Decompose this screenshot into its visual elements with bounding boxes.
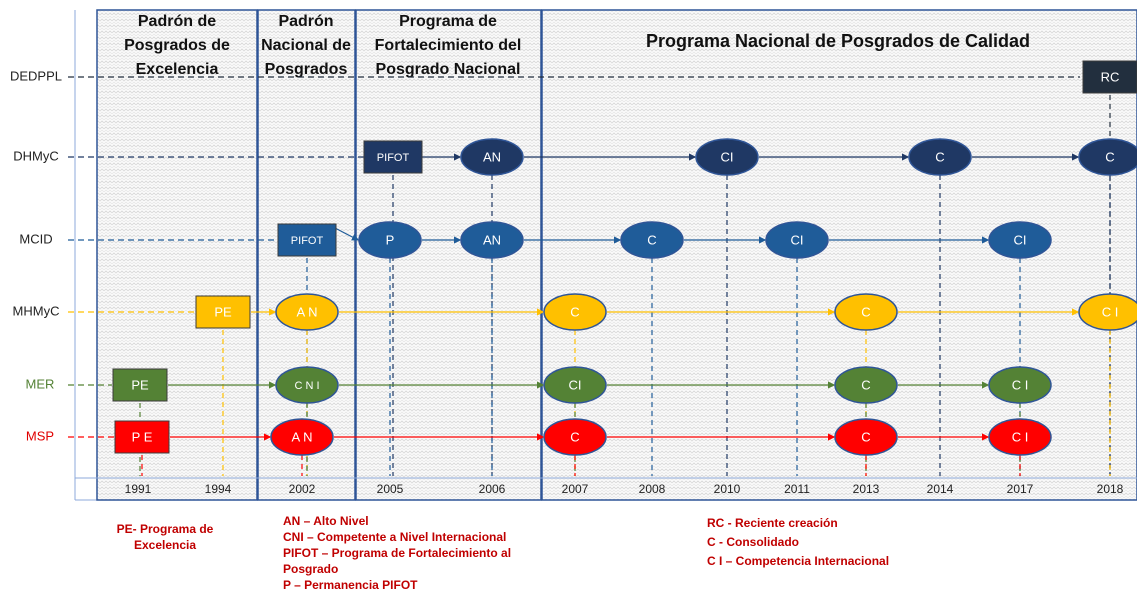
node-label: A N: [297, 304, 318, 319]
legend-text: PIFOT – Programa de Fortalecimiento al: [283, 546, 511, 560]
period-title: Programa Nacional de Posgrados de Calida…: [646, 31, 1030, 51]
node-label: AN: [483, 149, 501, 164]
year-label: 2002: [289, 482, 316, 496]
period-title: Excelencia: [136, 61, 219, 78]
node-box: [363, 140, 423, 174]
period-title: Nacional de: [261, 37, 351, 54]
node-ellipse: [460, 221, 524, 259]
legend-text: Excelencia: [134, 538, 196, 552]
node-label: C: [935, 149, 944, 164]
year-label: 2013: [853, 482, 880, 496]
period-title: Padrón de: [138, 13, 216, 30]
row-label: MSP: [26, 428, 54, 443]
node-ellipse: [270, 418, 334, 456]
node-box: [112, 368, 168, 402]
node-box: [114, 420, 170, 454]
node-ellipse: [620, 221, 684, 259]
year-label: 2011: [784, 482, 810, 496]
node-ellipse: [543, 366, 607, 404]
node-ellipse: [988, 366, 1052, 404]
period-title: Posgrados: [265, 61, 348, 78]
year-label: 2018: [1097, 482, 1124, 496]
connector-arrow: [334, 227, 360, 241]
node-label: P: [386, 232, 395, 247]
legend-text: C I – Competencia Internacional: [707, 554, 889, 568]
legend-text: P – Permanencia PIFOT: [283, 578, 418, 592]
node-ellipse: [543, 418, 607, 456]
node-label: PIFOT: [291, 235, 324, 247]
node-label: CI: [791, 232, 804, 247]
node-label: CI: [721, 149, 734, 164]
node-label: PE: [131, 377, 149, 392]
period-title: Programa de: [399, 13, 497, 30]
year-label: 2010: [714, 482, 741, 496]
node-ellipse: [834, 418, 898, 456]
year-label: 2007: [562, 482, 589, 496]
node-label: C: [647, 232, 656, 247]
year-label: 2014: [927, 482, 954, 496]
node-label: C: [570, 304, 579, 319]
node-ellipse: [988, 418, 1052, 456]
row-label: DHMyC: [13, 148, 59, 163]
node-box: [1082, 60, 1137, 94]
node-ellipse: [834, 293, 898, 331]
year-label: 1994: [205, 482, 232, 496]
node-label: C: [1105, 149, 1114, 164]
node-label: C: [861, 377, 870, 392]
node-label: CI: [1014, 232, 1027, 247]
year-label: 1991: [125, 482, 152, 496]
node-ellipse: [1078, 138, 1137, 176]
year-label: 2008: [639, 482, 666, 496]
node-ellipse: [834, 366, 898, 404]
node-ellipse: [460, 138, 524, 176]
node-label: C N I: [294, 380, 319, 392]
row-label: DEDPPL: [10, 68, 62, 83]
node-label: PE: [214, 304, 232, 319]
period-title: Posgrado Nacional: [376, 61, 521, 78]
row-label: MCID: [19, 231, 52, 246]
node-ellipse: [1078, 293, 1137, 331]
period-title: Fortalecimiento del: [375, 37, 522, 54]
node-ellipse: [543, 293, 607, 331]
legend-text: CNI – Competente a Nivel Internacional: [283, 530, 506, 544]
legend-text: C - Consolidado: [707, 535, 799, 549]
node-label: C I: [1012, 377, 1029, 392]
node-box: [195, 295, 251, 329]
node-label: C: [861, 429, 870, 444]
row-label: MER: [26, 376, 55, 391]
legend-text: AN – Alto Nivel: [283, 514, 369, 528]
period-panel: [96, 9, 258, 501]
period-title: Posgrados de: [124, 37, 230, 54]
period-panel: [541, 9, 1137, 501]
period-title: Padrón: [278, 13, 333, 30]
node-ellipse: [908, 138, 972, 176]
year-label: 2006: [479, 482, 506, 496]
node-label: RC: [1101, 69, 1120, 84]
node-label: C: [570, 429, 579, 444]
node-label: C I: [1012, 429, 1029, 444]
node-ellipse: [695, 138, 759, 176]
node-box: [277, 223, 337, 257]
node-ellipse: [358, 221, 422, 259]
node-label: CI: [569, 377, 582, 392]
node-ellipse: [765, 221, 829, 259]
legend-text: RC - Reciente creación: [707, 516, 838, 530]
node-ellipse: [988, 221, 1052, 259]
node-label: AN: [483, 232, 501, 247]
node-ellipse: [275, 366, 339, 404]
year-label: 2005: [377, 482, 404, 496]
legend-text: Posgrado: [283, 562, 338, 576]
year-label: 2017: [1007, 482, 1034, 496]
legend-text: PE- Programa de: [117, 522, 214, 536]
node-label: P E: [132, 429, 153, 444]
node-ellipse: [275, 293, 339, 331]
node-label: C: [861, 304, 870, 319]
row-label: MHMyC: [13, 303, 60, 318]
node-label: A N: [292, 429, 313, 444]
node-label: C I: [1102, 304, 1119, 319]
node-label: PIFOT: [377, 152, 410, 164]
